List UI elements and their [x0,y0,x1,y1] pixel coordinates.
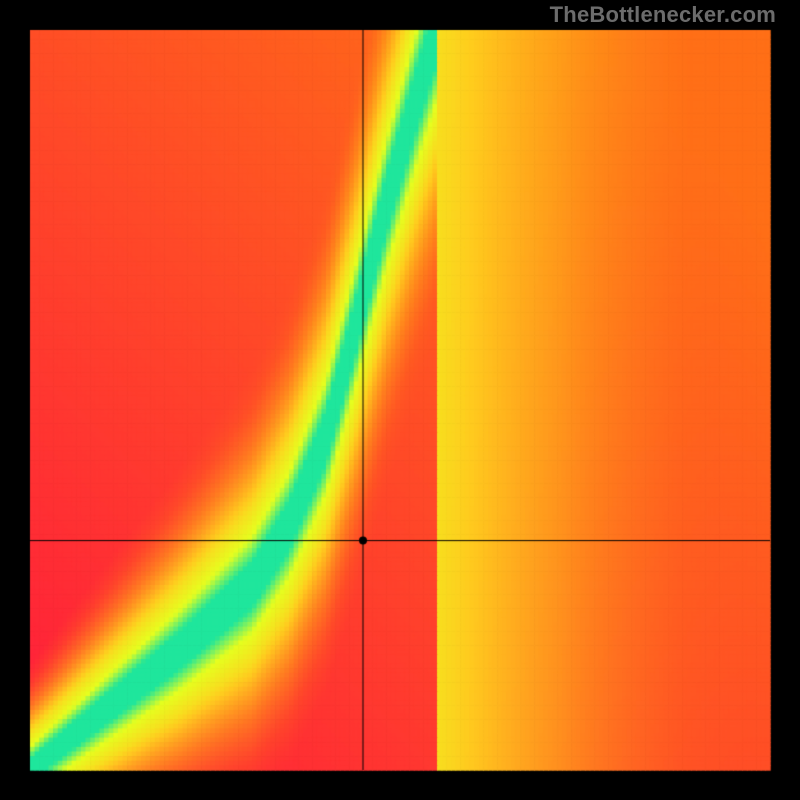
chart-container: { "watermark": { "text": "TheBottlenecke… [0,0,800,800]
watermark-text: TheBottlenecker.com [550,2,776,28]
heatmap-canvas [0,0,800,800]
